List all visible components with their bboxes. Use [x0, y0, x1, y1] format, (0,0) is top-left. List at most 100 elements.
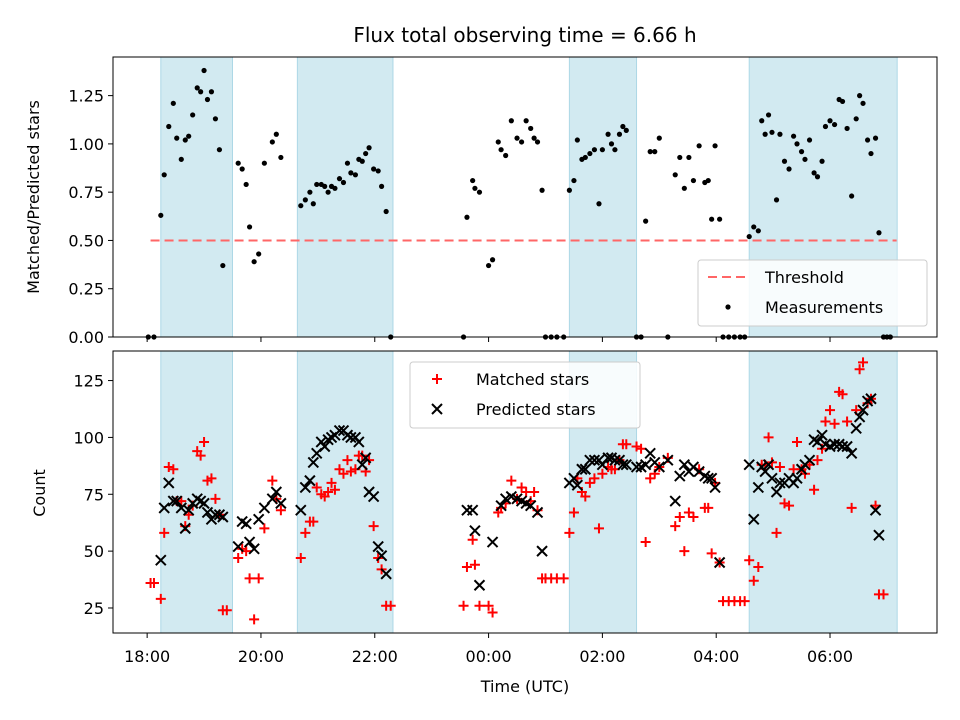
matched-stars-point — [842, 416, 853, 427]
measurement-point — [278, 154, 284, 161]
matched-stars-point — [636, 443, 647, 454]
measurement-point — [518, 139, 525, 145]
predicted-stars-point — [828, 438, 841, 450]
measurement-point — [325, 189, 331, 195]
matched-stars-point — [621, 439, 632, 450]
measurement-point — [194, 85, 200, 91]
x-tick-label: 04:00 — [693, 647, 739, 666]
predicted-stars-point — [850, 422, 862, 435]
measurement-point — [307, 189, 313, 195]
measurement-point — [853, 116, 859, 122]
legend-matched-label: Matched stars — [476, 370, 589, 389]
measurement-point — [344, 160, 351, 166]
matched-stars-point — [323, 487, 334, 497]
predicted-stars-point — [275, 497, 287, 510]
matched-stars-point — [244, 573, 255, 584]
measurement-point — [336, 176, 343, 182]
measurement-point — [495, 139, 501, 145]
measurement-point — [643, 218, 649, 224]
measurement-point — [273, 131, 279, 137]
measurement-point — [599, 147, 605, 153]
matched-stars-point — [744, 555, 755, 566]
measurement-point — [190, 112, 196, 118]
predicted-stars-point — [571, 479, 584, 491]
matched-stars-point — [267, 475, 278, 486]
predicted-stars-point — [299, 481, 312, 494]
matched-stars-point — [469, 559, 480, 570]
measurement-point — [314, 181, 320, 188]
predicted-stars-point — [845, 447, 858, 460]
shaded-interval — [568, 56, 638, 338]
predicted-stars-point — [359, 452, 372, 464]
matched-stars-point — [295, 552, 306, 563]
predicted-stars-point — [709, 481, 721, 494]
matched-stars-point — [221, 605, 232, 616]
measurement-point — [759, 118, 765, 124]
plot-frame — [112, 56, 938, 338]
chart-title: Flux total observing time = 6.66 h — [353, 23, 696, 47]
measurement-point — [174, 135, 180, 141]
measurement-point — [868, 150, 874, 157]
measurement-point — [186, 133, 192, 139]
measurement-point — [620, 123, 626, 130]
predicted-stars-point — [318, 440, 331, 453]
predicted-stars-point — [163, 477, 175, 489]
predicted-stars-point — [175, 502, 187, 514]
measurement-point — [638, 334, 644, 340]
measurement-point — [548, 334, 554, 340]
measurement-point — [243, 181, 249, 188]
measurement-point — [464, 214, 470, 220]
predicted-stars-point — [209, 509, 222, 521]
predicted-stars-point — [669, 495, 681, 507]
measurement-point — [811, 170, 817, 176]
measurement-point — [378, 183, 385, 189]
measurement-point — [523, 118, 529, 124]
measurement-point — [616, 131, 623, 137]
legend-box — [409, 361, 641, 429]
predicted-stars-point — [486, 536, 499, 548]
matched-stars-point — [558, 573, 569, 584]
matched-stars-point — [345, 466, 356, 477]
measurement-point — [696, 143, 702, 149]
measurement-point — [656, 135, 662, 141]
measurement-point — [371, 166, 377, 172]
measurement-point — [864, 137, 871, 143]
measurement-point — [204, 96, 211, 103]
predicted-stars-point — [752, 481, 765, 494]
ratio-legend: Threshold Measurements — [697, 259, 928, 327]
measurement-point — [170, 100, 176, 106]
matched-stars-point — [809, 484, 820, 495]
predicted-stars-point — [356, 459, 368, 471]
measurement-point — [542, 334, 549, 340]
measurement-point — [332, 185, 338, 191]
measurement-point — [166, 123, 172, 130]
predicted-stars-point — [762, 459, 775, 471]
y-tick-label: 0.75 — [68, 183, 104, 202]
predicted-stars-point — [307, 456, 320, 469]
measurement-point — [802, 156, 808, 162]
predicted-stars-point — [248, 543, 260, 555]
y-tick-label: 1.25 — [68, 87, 104, 106]
measurement-point — [605, 131, 611, 137]
matched-stars-point — [670, 521, 681, 532]
measurement-point — [582, 154, 588, 161]
measurement-point — [790, 133, 797, 139]
matched-stars-point — [631, 441, 642, 452]
predicted-stars-point — [198, 497, 210, 510]
predicted-stars-point — [466, 504, 479, 516]
matched-stars-point — [846, 502, 857, 513]
predicted-stars-point — [568, 472, 580, 485]
predicted-stars-point — [171, 495, 183, 507]
predicted-stars-point — [841, 440, 853, 453]
y-tick-label: 75 — [84, 485, 104, 504]
measurement-point — [539, 187, 545, 193]
measurement-point — [717, 216, 723, 222]
measurement-point — [472, 185, 478, 191]
predicted-stars-point — [536, 545, 548, 557]
measurement-point — [145, 334, 151, 340]
matched-stars-point — [779, 498, 790, 509]
measurement-point — [720, 334, 726, 340]
measurement-point — [375, 168, 381, 174]
matched-stars-point — [825, 405, 836, 416]
measurement-point — [872, 135, 879, 141]
